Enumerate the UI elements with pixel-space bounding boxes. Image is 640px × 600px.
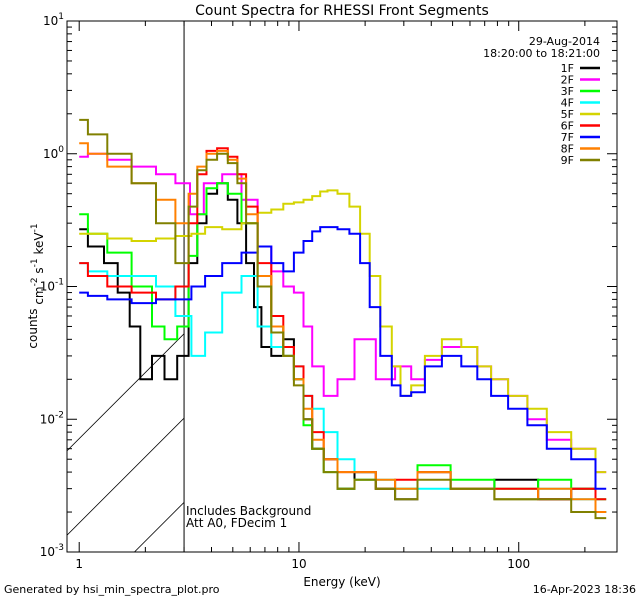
legend-label-6F: 6F <box>561 120 574 133</box>
y-tick-label: 10-3 <box>40 543 64 559</box>
y-tick-label: 10-2 <box>40 410 64 426</box>
series-line-6F <box>79 147 607 501</box>
series-line-7F <box>79 226 607 490</box>
x-tick-label: 1 <box>75 557 83 571</box>
legend-label-3F: 3F <box>561 85 574 98</box>
y-tick-labels: 10-3 10-2 10-1 100 101 <box>40 12 65 559</box>
legend-label-5F: 5F <box>561 108 574 121</box>
legend-label-7F: 7F <box>561 131 574 144</box>
x-tick-label: 10 <box>291 557 306 571</box>
annotation-attenuator: Att A0, FDecim 1 <box>186 516 287 530</box>
y-tick-label: 10-1 <box>40 278 64 294</box>
legend-label-4F: 4F <box>561 97 574 110</box>
legend-label-2F: 2F <box>561 74 574 87</box>
x-tick-labels: 1 10 100 <box>75 557 530 571</box>
generated-by-note: Generated by hsi_min_spectra_plot.pro <box>4 583 220 596</box>
series-line-1F <box>79 182 607 513</box>
chart-title: Count Spectra for RHESSI Front Segments <box>195 3 489 19</box>
series-lines <box>79 118 607 520</box>
x-tick-label: 100 <box>507 557 530 571</box>
legend-label-8F: 8F <box>561 143 574 156</box>
legend-label-9F: 9F <box>561 154 574 167</box>
hatched-region <box>67 333 185 552</box>
observation-date: 29-Aug-2014 <box>529 35 600 48</box>
x-axis-label: Energy (keV) <box>303 575 380 589</box>
series-line-5F <box>79 189 607 474</box>
generation-timestamp: 16-Apr-2023 18:36 <box>532 583 636 596</box>
series-line-9F <box>79 118 607 520</box>
legend-label-1F: 1F <box>561 62 574 75</box>
hatch-line <box>67 417 185 536</box>
series-line-4F <box>79 262 607 513</box>
y-tick-label: 100 <box>43 145 64 161</box>
y-tick-label: 101 <box>43 12 64 28</box>
series-line-8F <box>79 142 607 513</box>
annotation-background: Includes Background <box>186 504 311 518</box>
y-axis-label: counts cm-2 s-1 keV-1 <box>26 223 46 348</box>
series-line-3F <box>79 182 607 501</box>
observation-time-range: 18:20:00 to 18:21:00 <box>483 47 600 60</box>
axis-ticks <box>67 20 617 553</box>
